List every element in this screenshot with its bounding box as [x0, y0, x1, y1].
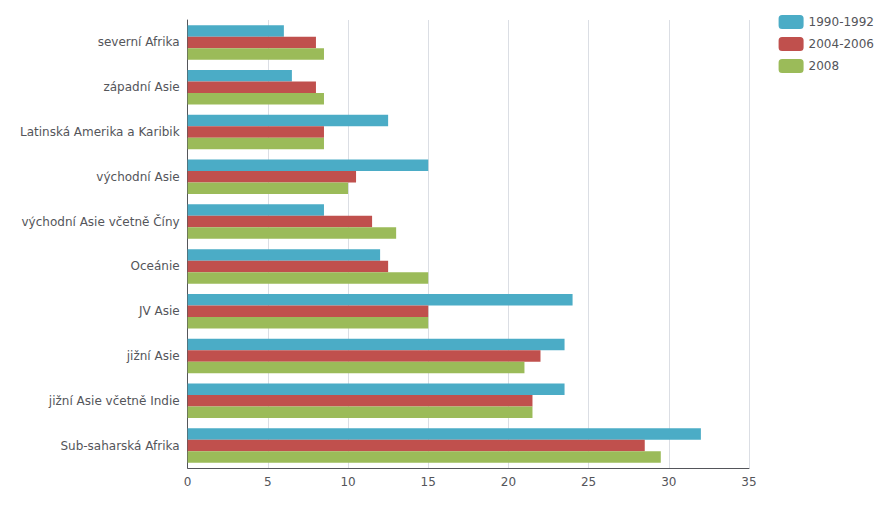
svg-text:30: 30 [661, 475, 676, 489]
svg-text:15: 15 [421, 475, 436, 489]
svg-text:25: 25 [581, 475, 596, 489]
svg-text:5: 5 [264, 475, 272, 489]
svg-text:východní Asie: východní Asie [96, 170, 179, 184]
svg-text:JV Asie: JV Asie [138, 304, 180, 318]
svg-text:Oceánie: Oceánie [131, 259, 180, 273]
svg-text:0: 0 [184, 475, 192, 489]
svg-text:1990-1992: 1990-1992 [809, 15, 874, 29]
svg-text:2008: 2008 [809, 59, 840, 73]
svg-text:severní Afrika: severní Afrika [98, 35, 180, 49]
svg-text:Latinská Amerika a Karibik: Latinská Amerika a Karibik [20, 125, 180, 139]
svg-text:Sub-saharská Afrika: Sub-saharská Afrika [60, 439, 179, 453]
svg-text:10: 10 [340, 475, 355, 489]
svg-text:jižní Asie: jižní Asie [126, 349, 180, 363]
svg-text:jižní Asie včetně Indie: jižní Asie včetně Indie [48, 394, 180, 408]
svg-text:západní Asie: západní Asie [103, 80, 179, 94]
svg-text:20: 20 [501, 475, 516, 489]
svg-text:2004-2006: 2004-2006 [809, 37, 874, 51]
svg-text:východní Asie včetně Číny: východní Asie včetně Číny [22, 214, 180, 229]
svg-text:35: 35 [741, 475, 756, 489]
